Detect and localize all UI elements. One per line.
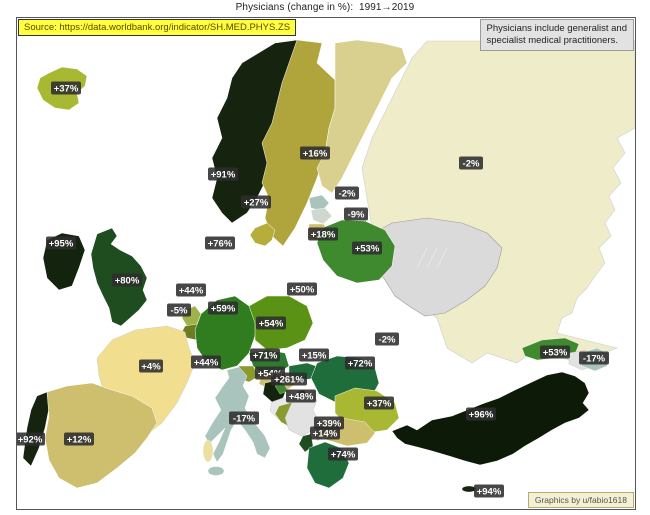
svg-text:+94%: +94%	[477, 486, 502, 497]
svg-text:+44%: +44%	[194, 357, 219, 368]
svg-text:+37%: +37%	[54, 83, 79, 94]
svg-text:-5%: -5%	[171, 305, 188, 316]
svg-text:+15%: +15%	[302, 350, 327, 361]
svg-text:+4%: +4%	[141, 361, 161, 372]
svg-text:+71%: +71%	[253, 350, 278, 361]
svg-text:+53%: +53%	[355, 243, 380, 254]
svg-text:+96%: +96%	[469, 409, 494, 420]
svg-text:+18%: +18%	[311, 229, 336, 240]
svg-text:+53%: +53%	[543, 347, 568, 358]
svg-text:-2%: -2%	[339, 188, 356, 199]
svg-text:+261%: +261%	[274, 374, 304, 385]
svg-text:+50%: +50%	[290, 284, 315, 295]
svg-text:-17%: -17%	[583, 353, 606, 364]
svg-text:-2%: -2%	[379, 334, 396, 345]
svg-text:+91%: +91%	[211, 169, 236, 180]
svg-text:+76%: +76%	[208, 238, 233, 249]
svg-text:+80%: +80%	[115, 275, 140, 286]
svg-text:+54%: +54%	[259, 318, 284, 329]
svg-text:+95%: +95%	[49, 238, 74, 249]
svg-text:+14%: +14%	[313, 428, 338, 439]
svg-text:+72%: +72%	[348, 358, 373, 369]
svg-text:+16%: +16%	[303, 148, 328, 159]
svg-text:+12%: +12%	[67, 434, 92, 445]
svg-text:+48%: +48%	[289, 391, 314, 402]
svg-text:+44%: +44%	[179, 285, 204, 296]
svg-text:-17%: -17%	[233, 413, 256, 424]
svg-text:+27%: +27%	[244, 197, 269, 208]
svg-text:+74%: +74%	[331, 449, 356, 460]
svg-text:-2%: -2%	[463, 158, 480, 169]
svg-text:+37%: +37%	[367, 398, 392, 409]
svg-text:+92%: +92%	[18, 434, 43, 445]
svg-text:-9%: -9%	[348, 209, 365, 220]
svg-text:+59%: +59%	[211, 303, 236, 314]
